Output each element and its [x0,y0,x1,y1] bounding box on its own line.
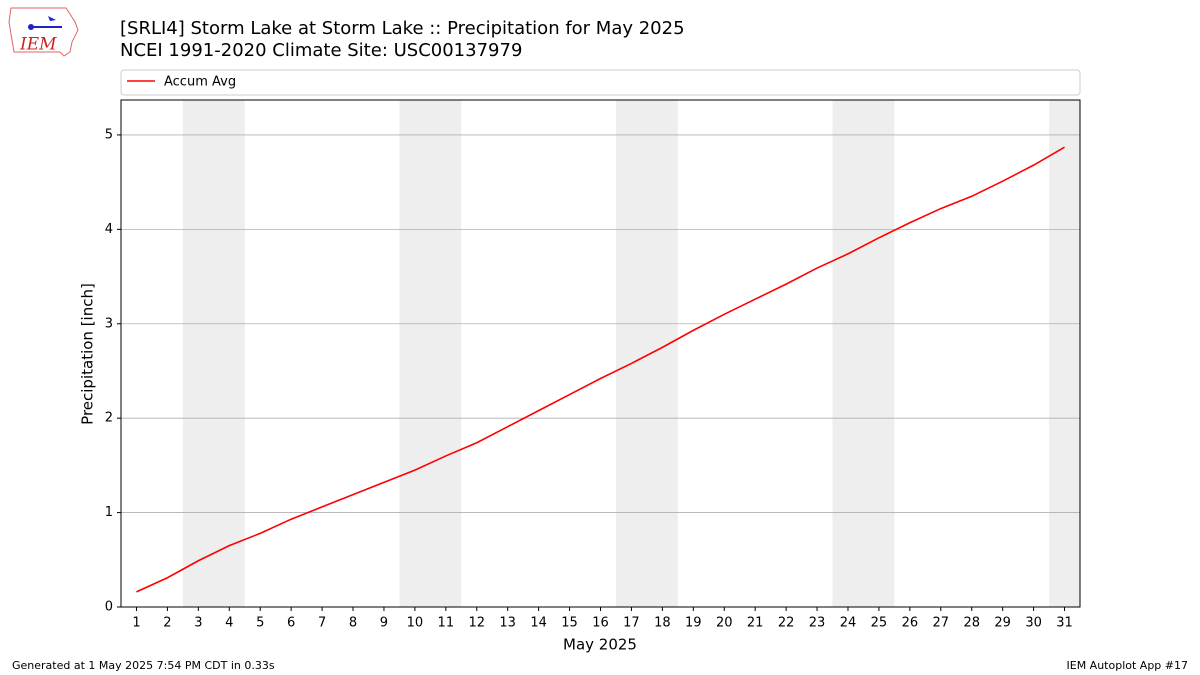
x-tick-label: 16 [592,616,609,631]
footer-left: Generated at 1 May 2025 7:54 PM CDT in 0… [12,659,275,672]
x-axis-label: May 2025 [563,636,637,654]
x-tick-label: 30 [1025,616,1042,631]
x-tick-label: 17 [623,616,640,631]
footer-right: IEM Autoplot App #17 [1067,659,1189,672]
plot-frame [120,99,1081,608]
x-tick-label: 25 [871,616,888,631]
legend-label: Accum Avg [164,75,236,90]
logo-icon [28,24,34,30]
weekend-band [615,100,678,607]
x-tick-label: 15 [561,616,578,631]
x-tick-label: 5 [256,616,264,631]
logo-outline [8,7,79,57]
x-tick-label: 27 [933,616,950,631]
x-tick-label: 22 [778,616,795,631]
x-tick-label: 11 [438,616,455,631]
chart-title: [SRLI4] Storm Lake at Storm Lake :: Prec… [120,18,685,39]
x-tick-label: 13 [499,616,516,631]
logo-text: IEM [19,35,57,55]
weekend-band [182,100,245,607]
x-tick-label: 21 [747,616,764,631]
y-axis-label: Precipitation [inch] [79,283,97,425]
x-tick-label: 28 [963,616,980,631]
x-tick-label: 4 [225,616,233,631]
x-tick-label: 26 [902,616,919,631]
x-tick-label: 18 [654,616,671,631]
x-tick-label: 6 [287,616,295,631]
y-tick-label: 4 [105,222,113,237]
y-tick-label: 2 [105,411,113,426]
weekend-band [399,100,462,607]
x-tick-label: 14 [530,616,547,631]
weekend-band [1049,100,1080,607]
data-line [136,146,1065,593]
weekend-band [832,100,895,607]
x-tick-label: 8 [349,616,357,631]
x-tick-label: 31 [1056,616,1073,631]
x-tick-label: 7 [318,616,326,631]
x-tick-label: 10 [407,616,424,631]
x-tick-label: 12 [468,616,485,631]
x-tick-label: 24 [840,616,857,631]
legend-box [120,69,1081,96]
x-tick-label: 9 [380,616,388,631]
x-tick-label: 1 [132,616,140,631]
x-tick-label: 2 [163,616,171,631]
logo: IEM [8,7,79,57]
x-tick-label: 23 [809,616,826,631]
y-tick-label: 0 [105,600,113,615]
x-tick-label: 20 [716,616,733,631]
logo-icon [48,16,56,21]
chart-subtitle: NCEI 1991-2020 Climate Site: USC00137979 [120,40,522,61]
y-tick-label: 1 [105,505,113,520]
y-tick-label: 5 [105,127,113,142]
x-tick-label: 29 [994,616,1011,631]
x-tick-label: 3 [194,616,202,631]
y-tick-label: 3 [105,316,113,331]
x-tick-label: 19 [685,616,702,631]
